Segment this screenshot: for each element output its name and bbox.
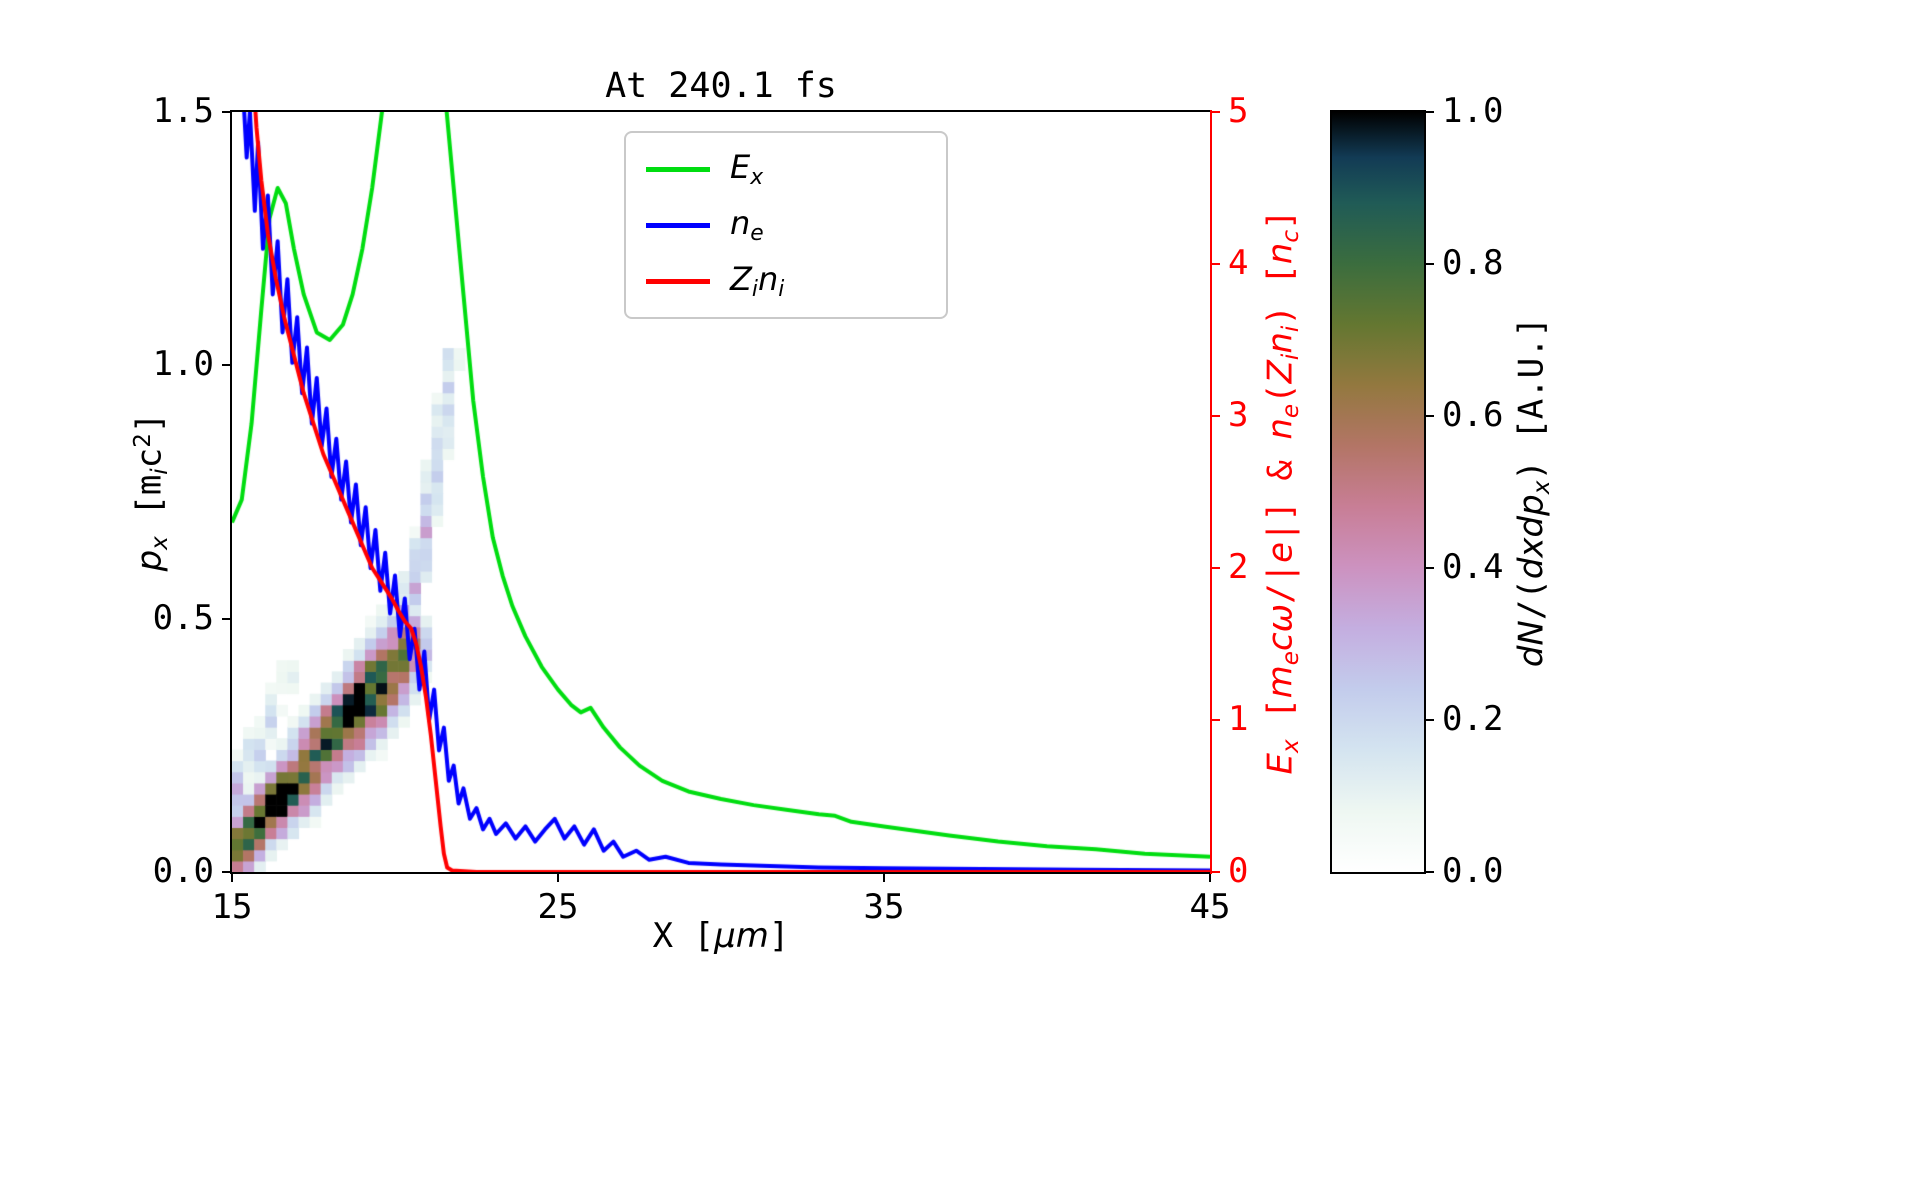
colorbar-tick-label: 0.4 (1442, 547, 1504, 587)
x-tick (1209, 874, 1211, 882)
label-segment: x (146, 536, 173, 550)
label-segment: i (1277, 325, 1304, 333)
label-segment: n (1260, 332, 1301, 354)
label-segment: x (1277, 739, 1304, 754)
y-right-tick (1212, 111, 1220, 113)
x-tick-label: 45 (1189, 887, 1231, 927)
plot-title: At 240.1 fs (605, 66, 837, 106)
y-right-tick-label: 5 (1228, 91, 1249, 131)
y-right-tick-label: 3 (1228, 395, 1249, 435)
label-segment: μm (714, 916, 769, 956)
legend-label: Zini (730, 260, 784, 302)
y-right-tick-label: 1 (1228, 699, 1249, 739)
y-left-tick (222, 617, 230, 620)
legend: Ex ne Zini (624, 131, 948, 319)
y-right-tick-label: 2 (1228, 547, 1249, 587)
label-segment: ] (1260, 209, 1301, 230)
label-segment: 2 (130, 433, 156, 448)
label-segment: n (757, 259, 779, 298)
x-tick-label: 35 (863, 887, 905, 927)
legend-label: ne (730, 204, 764, 246)
legend-line-sample (646, 278, 710, 284)
label-segment: [ (129, 495, 170, 537)
label-segment: E (1260, 753, 1301, 775)
colorbar-tick-label: 0.2 (1442, 699, 1504, 739)
right-axis-spine (1210, 110, 1212, 874)
x-tick (883, 874, 885, 882)
y-left-tick-label: 1.5 (152, 91, 214, 131)
label-segment: e (750, 221, 764, 247)
x-tick-label: 25 (537, 887, 579, 927)
colorbar-tick-label: 1.0 (1442, 91, 1504, 131)
colorbar-label: dN/(dxdpx) [A.U.] (1511, 317, 1556, 667)
legend-line-sample (646, 222, 710, 228)
label-segment: i (146, 468, 173, 475)
legend-entry: Ex (646, 141, 918, 197)
label-segment: x (1528, 480, 1555, 495)
colorbar-gradient (1332, 112, 1424, 872)
y-right-tick-label: 4 (1228, 243, 1249, 283)
colorbar-frame (1330, 110, 1426, 874)
label-segment: Z (730, 259, 752, 298)
colorbar-tick (1426, 111, 1434, 113)
legend-line-sample (646, 166, 710, 172)
y-right-tick (1212, 719, 1220, 721)
y-left-tick (222, 111, 230, 113)
y-axis-label-left: px [mic2] (129, 413, 174, 572)
label-segment: x (750, 165, 764, 191)
label-segment: i (778, 277, 785, 303)
label-segment: ω (1260, 603, 1301, 633)
y-right-tick (1212, 567, 1220, 569)
label-segment: X [ (652, 916, 715, 956)
y-right-tick-label: 0 (1228, 851, 1249, 891)
colorbar-tick-label: 0.8 (1442, 243, 1504, 283)
x-tick (231, 874, 233, 882)
colorbar-tick (1426, 263, 1434, 265)
label-segment: i (751, 277, 758, 303)
colorbar-tick (1426, 567, 1434, 569)
label-segment: m (129, 474, 170, 496)
x-axis-label: X [μm] (232, 916, 1210, 957)
y-left-tick (222, 364, 230, 367)
colorbar-tick (1426, 719, 1434, 721)
legend-entry: ne (646, 197, 918, 253)
y-right-tick (1212, 871, 1220, 873)
label-segment: ] (768, 916, 790, 956)
label-segment: e (1277, 651, 1304, 666)
label-segment: c (129, 447, 170, 469)
x-tick (557, 874, 559, 882)
x-tick-label: 15 (211, 887, 253, 927)
y-left-tick-label: 0.5 (152, 597, 214, 638)
label-segment: i (1277, 353, 1304, 361)
colorbar-tick-label: 0.6 (1442, 395, 1504, 435)
y-left-tick-label: 0.0 (152, 851, 214, 891)
y-left-tick (222, 871, 230, 873)
colorbar-tick (1426, 415, 1434, 417)
label-segment: m (1260, 665, 1301, 699)
legend-label: Ex (730, 148, 763, 190)
label-segment: c (1277, 229, 1304, 243)
colorbar-tick (1426, 871, 1434, 873)
label-segment: dN (1511, 620, 1552, 668)
y-right-tick (1212, 263, 1220, 265)
y-right-tick (1212, 415, 1220, 417)
label-segment: |] & (1260, 439, 1301, 542)
label-segment: Z (1260, 360, 1301, 384)
label-segment: c (1260, 632, 1301, 652)
legend-entry: Zini (646, 253, 918, 309)
label-segment: p (129, 549, 170, 572)
label-segment: n (730, 203, 751, 242)
y-left-tick-label: 1.0 (152, 344, 214, 385)
colorbar-tick-label: 0.0 (1442, 851, 1504, 891)
label-segment: ] (129, 412, 170, 434)
label-segment: E (730, 147, 751, 186)
y-axis-label-right: Ex [mecω/|e|] & ne(Zini) [nc] (1260, 209, 1305, 774)
